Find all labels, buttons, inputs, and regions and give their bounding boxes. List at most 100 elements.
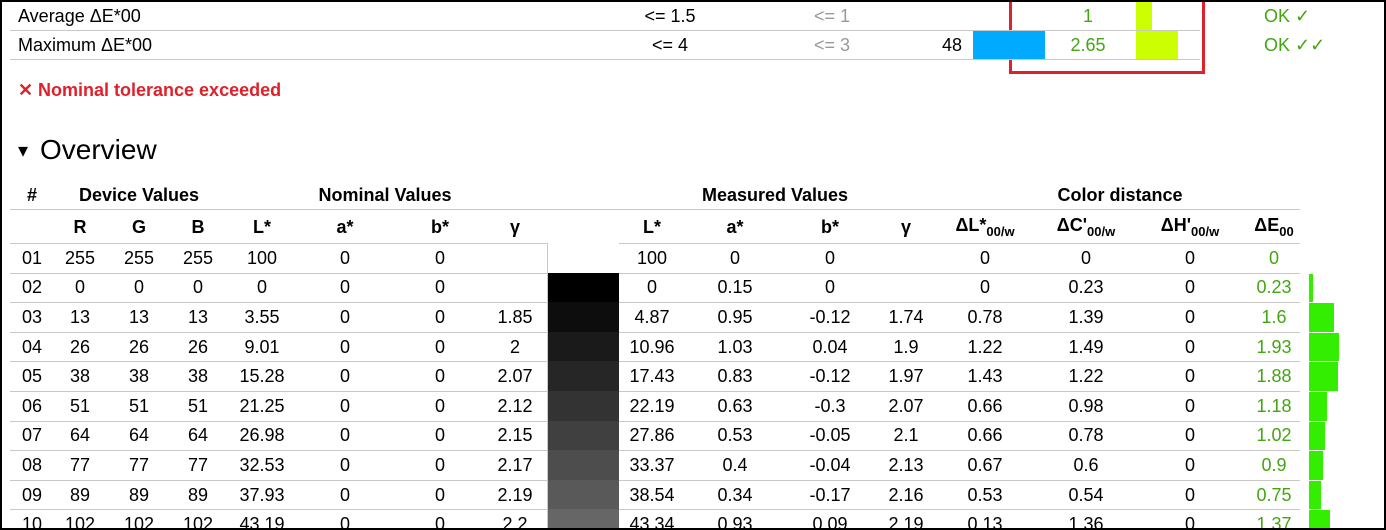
cell: 0: [339, 277, 351, 298]
cell: 0: [1184, 366, 1196, 387]
cell: 0.53: [717, 425, 753, 446]
summary-label: Average ΔE*00: [18, 6, 141, 26]
cell: 51: [128, 395, 150, 416]
cell: 77: [128, 455, 150, 475]
cell: 1.37: [1256, 514, 1292, 530]
swatch: [547, 391, 619, 421]
cell: 3.55: [244, 307, 280, 327]
column-header: ΔE00: [1254, 215, 1294, 239]
swatch: [547, 272, 619, 303]
cell: 15.28: [239, 366, 285, 387]
cell: 0: [256, 277, 268, 298]
cell: 26: [69, 336, 91, 357]
cell: 0: [434, 307, 446, 327]
cell: 26: [128, 336, 150, 357]
column-header: B: [191, 217, 205, 237]
rule: [10, 302, 1300, 304]
nominal: <= 1.5: [644, 6, 696, 26]
cell: -0.12: [809, 366, 851, 387]
cell: 33.37: [629, 455, 675, 475]
count-bar: [973, 31, 1045, 59]
cell: 0: [979, 247, 991, 268]
cell: 64: [187, 425, 209, 446]
cell: 0: [646, 277, 658, 298]
cell: 0: [1184, 514, 1196, 530]
cell: 26.98: [239, 425, 285, 446]
delta-e-bar: [1309, 392, 1328, 421]
summary-label: Maximum ΔE*00: [18, 35, 153, 55]
rule: [10, 420, 1300, 422]
cell: 0.66: [967, 395, 1003, 416]
cell: 1.03: [717, 336, 753, 357]
group-header: Measured Values: [701, 185, 849, 205]
cell: 100: [636, 247, 668, 268]
column-header: L*: [253, 217, 271, 237]
cell: 0: [434, 277, 446, 298]
column-header: L*: [643, 217, 661, 237]
cell: 0.75: [1256, 484, 1292, 505]
section-title: Overview: [40, 134, 157, 165]
cell: 64: [69, 425, 91, 446]
cell: 102: [182, 514, 214, 530]
cell: 0.34: [717, 484, 753, 505]
count: 48: [941, 35, 963, 55]
swatch: [547, 361, 619, 391]
delta-e-bar: [1309, 480, 1321, 510]
column-header: a*: [336, 217, 354, 237]
cell: 89: [187, 484, 209, 505]
cell: 0: [1080, 247, 1092, 268]
cell: 0.54: [1068, 484, 1104, 505]
delta-e-bar: [1309, 451, 1323, 480]
delta-e-bar: [1309, 303, 1334, 332]
cell: 0.23: [1068, 277, 1104, 298]
cell: 13: [128, 307, 150, 327]
cell: 51: [69, 395, 91, 416]
cell: 2.07: [888, 395, 924, 416]
cell: 0: [434, 366, 446, 387]
recommended: <= 1: [813, 6, 851, 26]
cell: 0: [434, 425, 446, 446]
cell: 2.17: [497, 455, 533, 475]
cell: 9.01: [244, 336, 280, 357]
cell: 2.07: [497, 366, 533, 387]
cell: 09: [21, 484, 43, 505]
cell: 2.19: [888, 514, 924, 530]
cell: 08: [21, 455, 43, 475]
cell: 2.16: [888, 484, 924, 505]
column-header: ΔH'00/w: [1160, 215, 1220, 239]
cell: 38: [69, 366, 91, 387]
rule: [10, 361, 1300, 363]
result: OK ✓✓: [1264, 35, 1326, 55]
cell: 1.74: [888, 307, 924, 327]
cell: 0.93: [717, 514, 753, 530]
cell: 0.67: [967, 455, 1003, 475]
cell: 89: [128, 484, 150, 505]
swatch: [547, 243, 619, 273]
cell: 0: [339, 336, 351, 357]
column-header: ΔC'00/w: [1056, 215, 1116, 239]
cell: 255: [182, 247, 214, 268]
column-header: ΔL*00/w: [955, 215, 1015, 239]
cell: 32.53: [239, 455, 285, 475]
delta-e-value: 1: [1082, 6, 1094, 26]
cell: 2.12: [497, 395, 533, 416]
cell: 10.96: [629, 336, 675, 357]
rule: [10, 272, 1300, 274]
cell: 38.54: [629, 484, 675, 505]
cell: 0: [434, 455, 446, 475]
cell: 255: [123, 247, 155, 268]
group-header: Device Values: [78, 185, 200, 205]
cell: 13: [69, 307, 91, 327]
rule: [10, 59, 1200, 60]
delta-e-bar: [1309, 510, 1331, 528]
cell: 64: [128, 425, 150, 446]
cell: 0.6: [1073, 455, 1099, 475]
cell: 0: [824, 247, 836, 268]
cell: 2.15: [497, 425, 533, 446]
cell: 0: [1184, 277, 1196, 298]
column-header: b*: [821, 217, 839, 237]
cell: 0.63: [717, 395, 753, 416]
column-header: b*: [431, 217, 449, 237]
cell: -0.3: [814, 395, 846, 416]
